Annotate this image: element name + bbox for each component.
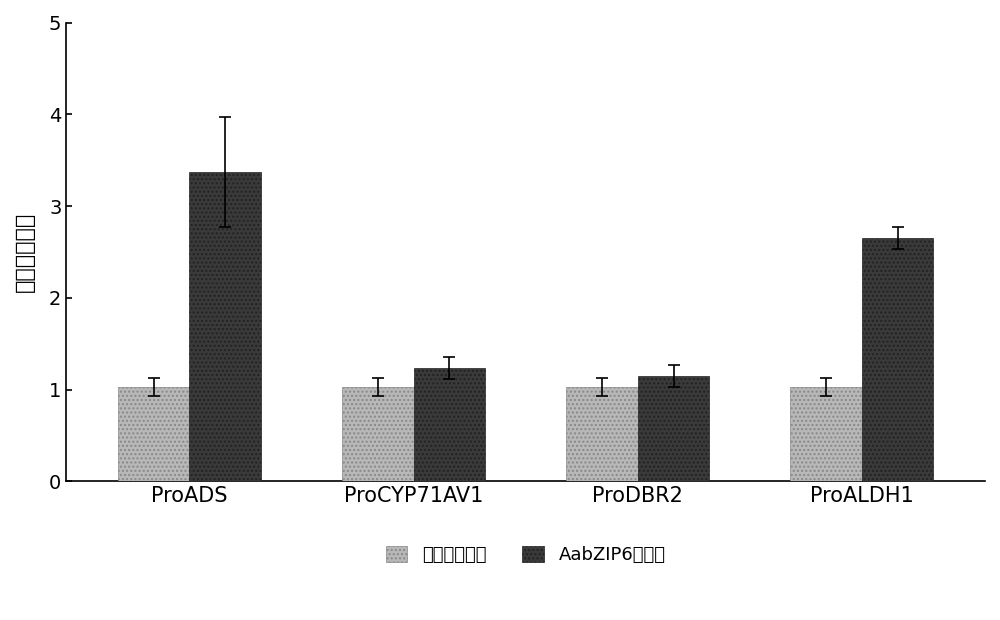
Bar xyxy=(342,387,414,481)
Bar xyxy=(189,172,261,481)
Legend: 空载体对照组, AabZIP6实验组: 空载体对照组, AabZIP6实验组 xyxy=(386,546,666,564)
Bar xyxy=(862,238,933,481)
Bar xyxy=(118,387,189,481)
Bar xyxy=(414,368,485,481)
Bar xyxy=(566,387,638,481)
Bar xyxy=(790,387,862,481)
Bar xyxy=(638,376,709,481)
Y-axis label: 相对荧光强度: 相对荧光强度 xyxy=(15,212,35,292)
